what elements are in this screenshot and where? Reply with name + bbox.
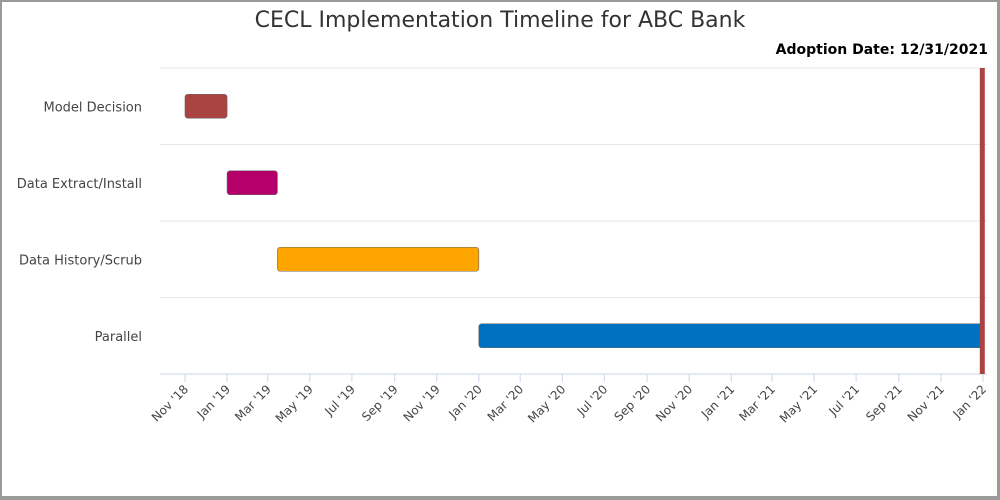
- x-tick-label: Jan '22: [950, 382, 990, 422]
- x-tick-label: Sep '19: [359, 382, 401, 424]
- chart-title: CECL Implementation Timeline for ABC Ban…: [254, 8, 746, 33]
- x-tick-label: Mar '20: [485, 382, 527, 424]
- x-tick-label: Jan '20: [445, 382, 485, 422]
- x-tick-label: May '19: [273, 382, 316, 425]
- gantt-bar-data-extract-install[interactable]: [226, 170, 278, 196]
- x-tick-label: Jul '19: [321, 382, 358, 419]
- adoption-date-annotation: Adoption Date: 12/31/2021: [775, 42, 988, 58]
- category-label: Data History/Scrub: [19, 253, 142, 268]
- category-label: Data Extract/Install: [17, 177, 142, 192]
- x-tick-label: Nov '18: [149, 382, 191, 424]
- x-tick-label: Mar '21: [736, 382, 778, 424]
- x-tick-label: Mar '19: [232, 382, 274, 424]
- x-tick-label: Jan '21: [698, 382, 738, 422]
- x-tick-label: May '21: [777, 382, 820, 425]
- x-tick-label: Jul '20: [574, 382, 611, 419]
- x-tick-label: Nov '21: [905, 382, 947, 424]
- x-tick-label: Jan '19: [194, 382, 234, 422]
- gantt-bar-parallel[interactable]: [478, 323, 983, 349]
- category-label: Model Decision: [43, 100, 142, 115]
- x-tick-label: Nov '20: [653, 382, 695, 424]
- x-tick-label: Jul '21: [826, 382, 863, 419]
- gantt-bar-data-history-scrub[interactable]: [277, 246, 480, 272]
- x-tick-label: Nov '19: [401, 382, 443, 424]
- x-tick-label: Sep '20: [612, 382, 654, 424]
- gantt-bar-model-decision[interactable]: [184, 93, 228, 119]
- x-tick-label: May '20: [525, 382, 568, 425]
- category-label: Parallel: [95, 330, 142, 345]
- x-tick-label: Sep '21: [863, 382, 905, 424]
